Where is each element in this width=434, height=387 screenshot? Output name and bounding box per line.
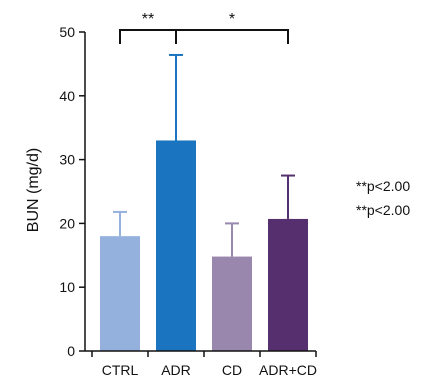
y-tick-label: 40 [59, 88, 75, 104]
x-tick-label: CTRL [102, 362, 139, 378]
x-tick-label: ADR+CD [259, 362, 317, 378]
bar-ctrl [100, 236, 140, 351]
annotation-2: **p<2.00 [356, 202, 411, 218]
significance-label: ** [142, 11, 154, 28]
y-tick-label: 50 [59, 24, 75, 40]
significance-bracket [119, 29, 177, 44]
y-tick-label: 0 [67, 343, 75, 359]
bar-adr [156, 140, 196, 351]
significance-label: * [229, 11, 235, 28]
significance-brackets: ** * [119, 11, 289, 44]
y-tick-label: 10 [59, 279, 75, 295]
y-tick-label: 20 [59, 215, 75, 231]
x-tick-label: ADR [161, 362, 191, 378]
y-axis: 0 10 20 30 40 50 [59, 24, 86, 359]
bar-adr-cd [268, 218, 308, 351]
x-axis: CTRL ADR CD ADR+CD [85, 350, 317, 378]
x-tick-label: CD [222, 362, 242, 378]
y-tick-label: 30 [59, 152, 75, 168]
significance-bracket [175, 29, 289, 44]
bar-cd [212, 256, 252, 351]
y-axis-label: BUN (mg/d) [25, 148, 42, 232]
annotation-1: **p<2.00 [356, 178, 411, 194]
bars [100, 53, 308, 351]
